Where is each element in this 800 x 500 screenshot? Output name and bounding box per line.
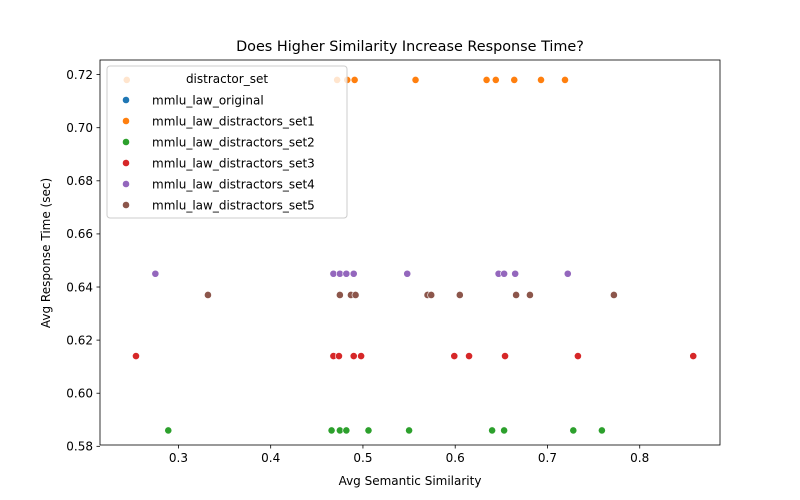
scatter-point: [342, 269, 351, 278]
y-tick-label: 0.58: [66, 440, 93, 454]
scatter-point: [488, 426, 497, 435]
scatter-point: [563, 269, 572, 278]
scatter-point: [403, 269, 412, 278]
scatter-point: [500, 269, 509, 278]
legend-box: [106, 65, 348, 219]
scatter-point: [411, 76, 420, 84]
scatter-point: [512, 291, 520, 299]
scatter-point: [364, 426, 373, 435]
legend-entry: mmlu_law_distractors_set2: [152, 135, 315, 149]
y-tick-label: 0.66: [66, 227, 93, 241]
legend-entry: mmlu_law_distractors_set3: [152, 156, 315, 170]
scatter-point: [357, 352, 365, 360]
legend-entry: mmlu_law_original: [152, 93, 264, 107]
legend-entry: mmlu_law_distractors_set5: [152, 198, 315, 212]
scatter-point: [501, 352, 509, 360]
scatter-point: [574, 352, 582, 360]
legend-marker: [122, 117, 130, 125]
legend: distractor_set mmlu_law_original mmlu_law_…: [106, 65, 348, 219]
scatter-point: [349, 269, 358, 278]
scatter-point: [455, 291, 464, 299]
axes: 0.3 0.4 0.5 0.6 0.7 0.8 0.58 0.60 0.62 0.64 0.66 0.…: [66, 59, 721, 465]
scatter-point: [405, 426, 413, 435]
legend-entry: mmlu_law_distractors_set4: [152, 177, 315, 191]
scatter-point: [500, 426, 509, 435]
x-tick-label: 0.7: [538, 451, 557, 465]
scatter-point: [689, 352, 698, 360]
scatter-point: [510, 76, 519, 84]
scatter-point: [327, 426, 336, 435]
x-tick-label: 0.6: [446, 451, 465, 465]
scatter-point: [491, 76, 500, 84]
scatter-point: [164, 426, 173, 435]
legend-marker: [122, 180, 130, 188]
scatter-point: [511, 269, 520, 278]
legend-marker: [122, 138, 130, 146]
scatter-point: [526, 291, 534, 299]
scatter-point: [569, 426, 578, 435]
scatter-point: [351, 291, 360, 299]
scatter-point: [132, 352, 140, 360]
scatter-point: [561, 76, 569, 84]
x-axis-label: Avg Semantic Similarity: [339, 474, 482, 488]
x-tick-label: 0.4: [261, 451, 280, 465]
y-tick-label: 0.60: [66, 387, 93, 401]
scatter-point: [482, 76, 491, 84]
legend-marker: [122, 96, 130, 104]
y-tick-label: 0.62: [66, 333, 93, 347]
scatter-point: [335, 352, 343, 360]
scatter-point: [450, 352, 459, 360]
scatter-point: [151, 269, 160, 278]
scatter-point: [342, 426, 351, 435]
scatter-point: [349, 352, 358, 360]
scatter-point: [335, 269, 344, 278]
scatter-point: [427, 291, 436, 299]
plot-frame: [99, 59, 721, 446]
scatter-point: [350, 76, 359, 84]
scatter-point: [335, 426, 344, 435]
y-tick-label: 0.68: [66, 174, 93, 188]
legend-marker: [122, 159, 130, 167]
y-tick-label: 0.72: [66, 68, 93, 82]
legend-title: distractor_set: [186, 72, 268, 86]
scatter-point: [598, 426, 606, 435]
scatter-point: [610, 291, 618, 299]
chart-title: Does Higher Similarity Increase Response…: [236, 39, 584, 55]
legend-marker: [122, 201, 130, 209]
scatter-point: [329, 269, 338, 278]
y-tick-label: 0.70: [66, 121, 93, 135]
y-tick-label: 0.64: [66, 280, 93, 294]
scatter-point: [204, 291, 212, 299]
scatter-point: [537, 76, 545, 84]
x-tick-label: 0.5: [353, 451, 372, 465]
legend-entry: mmlu_law_distractors_set1: [152, 114, 315, 128]
y-axis-label: Avg Response Time (sec): [39, 178, 53, 328]
plot-area: [122, 76, 698, 435]
scatter-point: [465, 352, 473, 360]
scatter-point: [335, 291, 344, 299]
x-tick-label: 0.8: [630, 451, 649, 465]
x-tick-label: 0.3: [169, 451, 188, 465]
